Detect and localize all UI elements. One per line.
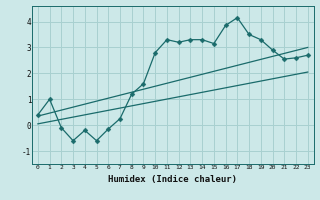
X-axis label: Humidex (Indice chaleur): Humidex (Indice chaleur) xyxy=(108,175,237,184)
